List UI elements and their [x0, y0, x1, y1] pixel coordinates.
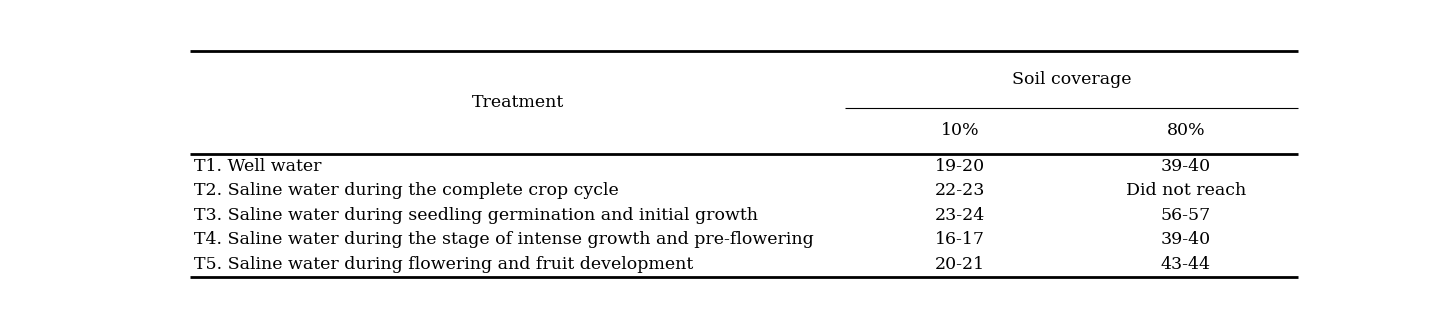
Text: T2. Saline water during the complete crop cycle: T2. Saline water during the complete cro… — [194, 182, 620, 199]
Text: 16-17: 16-17 — [935, 231, 985, 248]
Text: 39-40: 39-40 — [1161, 231, 1211, 248]
Text: Soil coverage: Soil coverage — [1012, 71, 1131, 88]
Text: 80%: 80% — [1167, 122, 1205, 139]
Text: 10%: 10% — [941, 122, 979, 139]
Text: T5. Saline water during flowering and fruit development: T5. Saline water during flowering and fr… — [194, 256, 694, 273]
Text: 56-57: 56-57 — [1161, 207, 1211, 224]
Text: 43-44: 43-44 — [1161, 256, 1211, 273]
Text: T4. Saline water during the stage of intense growth and pre-flowering: T4. Saline water during the stage of int… — [194, 231, 814, 248]
Text: T1. Well water: T1. Well water — [194, 158, 321, 175]
Text: Did not reach: Did not reach — [1125, 182, 1247, 199]
Text: 23-24: 23-24 — [934, 207, 985, 224]
Text: 20-21: 20-21 — [935, 256, 985, 273]
Text: Treatment: Treatment — [472, 94, 563, 111]
Text: 22-23: 22-23 — [934, 182, 985, 199]
Text: 19-20: 19-20 — [935, 158, 985, 175]
Text: T3. Saline water during seedling germination and initial growth: T3. Saline water during seedling germina… — [194, 207, 759, 224]
Text: 39-40: 39-40 — [1161, 158, 1211, 175]
